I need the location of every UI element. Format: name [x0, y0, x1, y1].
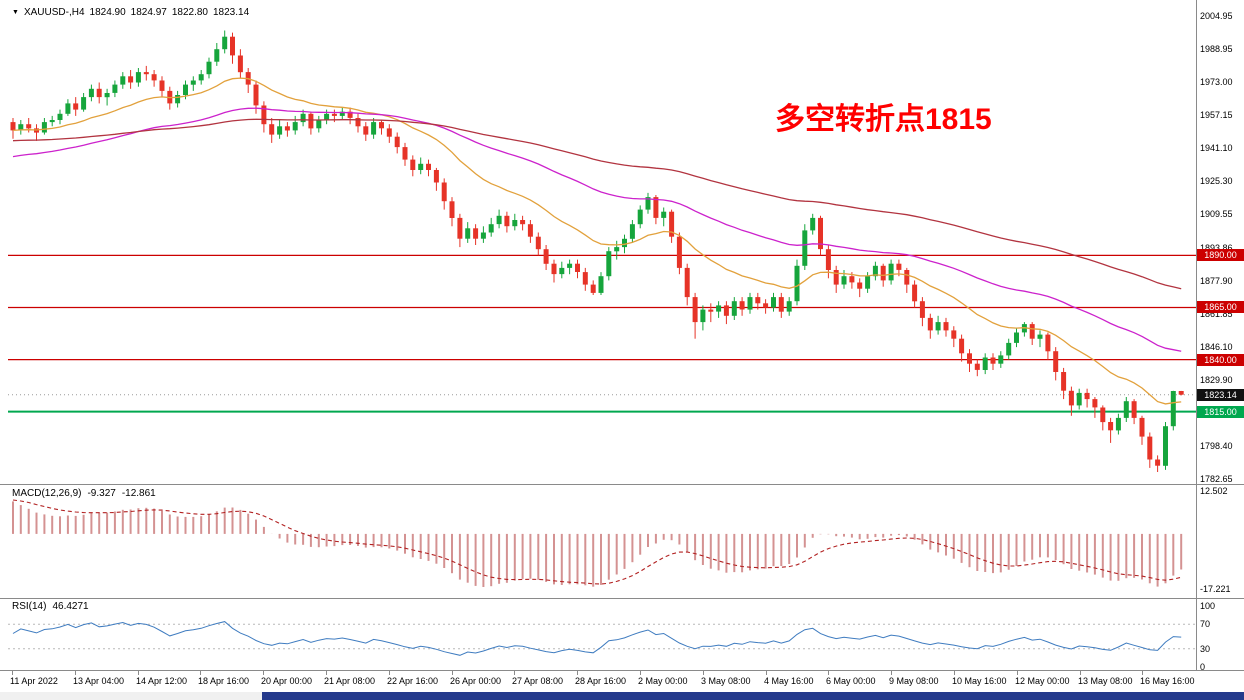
- price-axis-label: 1829.90: [1200, 375, 1233, 385]
- price-axis-label: 1941.10: [1200, 143, 1233, 153]
- macd-indicator-label: MACD(12,26,9) -9.327 -12.861: [12, 488, 162, 499]
- price-axis-label: 1798.40: [1200, 441, 1233, 451]
- time-axis-label: 11 Apr 2022: [10, 676, 58, 686]
- time-axis-label: 13 May 08:00: [1078, 676, 1133, 686]
- rsi-axis-label: 30: [1200, 644, 1211, 654]
- time-axis-label: 18 Apr 16:00: [198, 676, 250, 686]
- time-axis-tick: [326, 671, 327, 675]
- bar-low: 1822.80: [171, 7, 208, 18]
- rsi-axis-label: 0: [1200, 662, 1206, 672]
- macd-axis-max: 12.502: [1200, 486, 1228, 496]
- resistance-price-label: 1890.00: [1197, 249, 1244, 261]
- time-axis-tick: [389, 671, 390, 675]
- bar-open: 1824.90: [89, 7, 126, 18]
- time-axis-label: 16 May 16:00: [1140, 676, 1195, 686]
- time-axis-label: 28 Apr 16:00: [575, 676, 627, 686]
- time-axis-label: 14 Apr 12:00: [136, 676, 188, 686]
- current-price-label: 1823.14: [1197, 389, 1244, 401]
- bar-close: 1823.14: [212, 7, 250, 18]
- time-axis-label: 4 May 16:00: [764, 676, 814, 686]
- time-axis-label: 27 Apr 08:00: [512, 676, 564, 686]
- time-axis-tick: [703, 671, 704, 675]
- time-axis-tick: [766, 671, 767, 675]
- time-axis-label: 12 May 00:00: [1015, 676, 1070, 686]
- price-axis-label: 1877.90: [1200, 276, 1233, 286]
- price-axis-label: 1988.95: [1200, 44, 1233, 54]
- time-axis-label: 26 Apr 00:00: [450, 676, 502, 686]
- chart-annotation-text: 多空转折点1815: [775, 103, 992, 136]
- price-axis-label: 1893.86: [1200, 243, 1233, 253]
- time-axis-tick: [263, 671, 264, 675]
- panel-separator: [0, 484, 1244, 485]
- price-axis-label: 1973.00: [1200, 77, 1233, 87]
- time-axis-label: 6 May 00:00: [826, 676, 876, 686]
- time-axis-tick: [514, 671, 515, 675]
- time-axis-tick: [577, 671, 578, 675]
- rsi-indicator-label: RSI(14) 46.4271: [12, 601, 95, 612]
- price-axis-label: 1861.85: [1200, 309, 1233, 319]
- time-axis-label: 3 May 08:00: [701, 676, 751, 686]
- price-axis-label: 1957.15: [1200, 110, 1233, 120]
- time-axis-tick: [12, 671, 13, 675]
- time-axis-label: 2 May 00:00: [638, 676, 688, 686]
- time-axis-tick: [954, 671, 955, 675]
- time-axis-tick: [1017, 671, 1018, 675]
- price-axis-label: 2004.95: [1200, 11, 1233, 21]
- chart-expander-icon[interactable]: ▼: [12, 9, 19, 16]
- panel-separator: [0, 598, 1244, 599]
- macd-axis-min: -17.221: [1200, 584, 1231, 594]
- time-axis-label: 22 Apr 16:00: [387, 676, 439, 686]
- price-axis-label: 1846.10: [1200, 342, 1233, 352]
- rsi-plot[interactable]: [0, 599, 1244, 670]
- symbol-name: XAUUSD-,H4: [23, 7, 85, 18]
- time-axis-label: 13 Apr 04:00: [73, 676, 125, 686]
- horizontal-scrollbar-thumb[interactable]: [262, 692, 1244, 700]
- time-axis-tick: [138, 671, 139, 675]
- time-axis-tick: [828, 671, 829, 675]
- price-axis-line: [1196, 0, 1197, 671]
- resistance-price-label: 1840.00: [1197, 354, 1244, 366]
- macd-plot[interactable]: [0, 485, 1244, 598]
- time-axis-label: 10 May 16:00: [952, 676, 1007, 686]
- time-axis-label: 9 May 08:00: [889, 676, 939, 686]
- time-axis-label: 21 Apr 08:00: [324, 676, 376, 686]
- macd-value: -9.327: [87, 488, 116, 499]
- price-axis-label: 1909.55: [1200, 209, 1233, 219]
- time-axis-tick: [452, 671, 453, 675]
- horizontal-scrollbar[interactable]: [0, 692, 1244, 700]
- main-chart-plot[interactable]: [0, 0, 1244, 484]
- time-axis-tick: [75, 671, 76, 675]
- price-axis-label: 1782.65: [1200, 474, 1233, 484]
- panel-separator: [0, 670, 1244, 671]
- macd-signal-value: -12.861: [121, 488, 156, 499]
- symbol-info-line: ▼ XAUUSD-,H4 1824.90 1824.97 1822.80 1823.14: [12, 7, 254, 18]
- time-axis-tick: [891, 671, 892, 675]
- bar-high: 1824.97: [130, 7, 167, 18]
- rsi-name: RSI(14): [12, 601, 47, 612]
- resistance-price-label: 1865.00: [1197, 301, 1244, 313]
- rsi-axis-label: 70: [1200, 619, 1211, 629]
- macd-name: MACD(12,26,9): [12, 488, 82, 499]
- rsi-axis-label: 100: [1200, 601, 1216, 611]
- time-axis-label: 20 Apr 00:00: [261, 676, 313, 686]
- support-price-label: 1815.00: [1197, 406, 1244, 418]
- time-axis-tick: [1080, 671, 1081, 675]
- rsi-value: 46.4271: [52, 601, 89, 612]
- time-axis-tick: [200, 671, 201, 675]
- time-axis-tick: [640, 671, 641, 675]
- price-axis-label: 1925.30: [1200, 176, 1233, 186]
- time-axis-tick: [1142, 671, 1143, 675]
